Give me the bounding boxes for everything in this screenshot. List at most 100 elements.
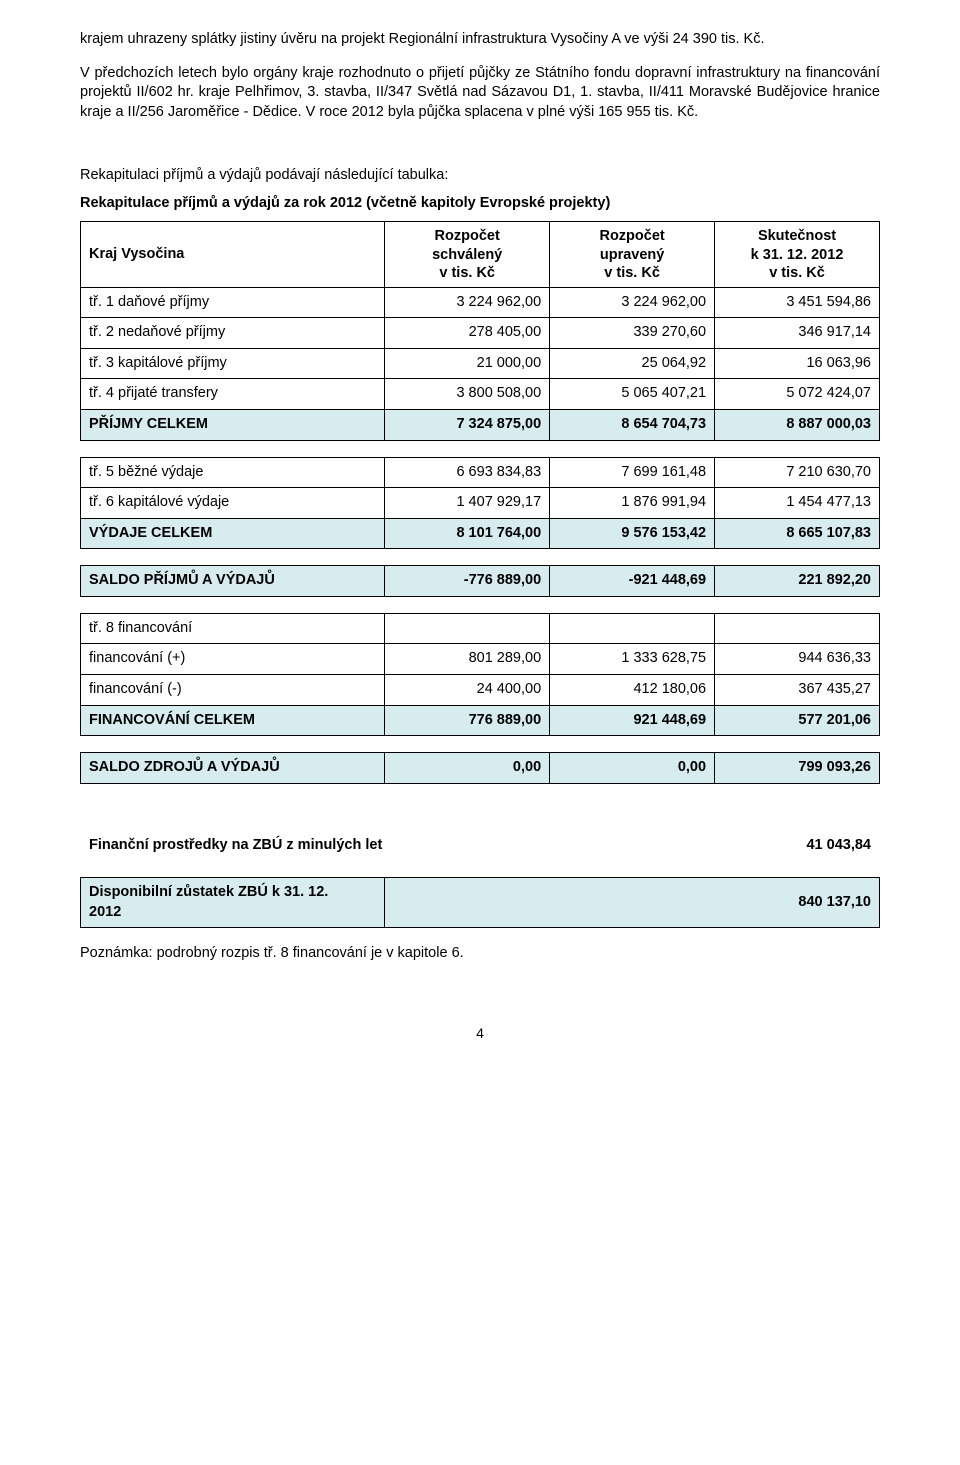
financing-total-label: FINANCOVÁNÍ CELKEM [81, 705, 385, 736]
expense-c3: 7 210 630,70 [715, 457, 880, 488]
financing-head-label: tř. 8 financování [81, 613, 385, 644]
financing-label: financování (-) [81, 674, 385, 705]
income-row: tř. 3 kapitálové příjmy21 000,0025 064,9… [81, 348, 880, 379]
expense-row: tř. 5 běžné výdaje6 693 834,837 699 161,… [81, 457, 880, 488]
col2-l3: v tis. Kč [604, 265, 660, 281]
zbu-prev-row: Finanční prostředky na ZBÚ z minulých le… [80, 830, 880, 862]
income-total-c3: 8 887 000,03 [715, 410, 880, 441]
saldo-zv-c1: 0,00 [385, 753, 550, 784]
income-row: tř. 4 přijaté transfery3 800 508,005 065… [81, 379, 880, 410]
expense-row: tř. 6 kapitálové výdaje1 407 929,171 876… [81, 488, 880, 519]
income-total-c1: 7 324 875,00 [385, 410, 550, 441]
saldo-zv-c2: 0,00 [550, 753, 715, 784]
income-c2: 25 064,92 [550, 348, 715, 379]
zbu-prev-value: 41 043,84 [740, 830, 880, 862]
income-c3: 16 063,96 [715, 348, 880, 379]
col2-l2: upravený [600, 247, 664, 263]
expense-c1: 1 407 929,17 [385, 488, 550, 519]
saldo-pv-table: SALDO PŘÍJMŮ A VÝDAJŮ -776 889,00 -921 4… [80, 565, 880, 597]
financing-total-c2: 921 448,69 [550, 705, 715, 736]
zbu-prev-label: Finanční prostředky na ZBÚ z minulých le… [80, 830, 740, 862]
expense-label: tř. 6 kapitálové výdaje [81, 488, 385, 519]
saldo-zv-row: SALDO ZDROJŮ A VÝDAJŮ 0,00 0,00 799 093,… [81, 753, 880, 784]
col-schvaleny: Rozpočet schválený v tis. Kč [385, 222, 550, 287]
income-c1: 3 224 962,00 [385, 287, 550, 318]
col1-l3: v tis. Kč [439, 265, 495, 281]
col3-l3: v tis. Kč [769, 265, 825, 281]
income-label: tř. 1 daňové příjmy [81, 287, 385, 318]
income-label: tř. 2 nedaňové příjmy [81, 318, 385, 349]
financing-table: tř. 8 financování financování (+)801 289… [80, 613, 880, 736]
zbu-avail-label-l1: Disponibilní zůstatek ZBÚ k 31. 12. [89, 884, 328, 900]
income-label: tř. 4 přijaté transfery [81, 379, 385, 410]
income-total-c2: 8 654 704,73 [550, 410, 715, 441]
zbu-avail-label-l2: 2012 [89, 904, 121, 920]
financing-c2: 1 333 628,75 [550, 644, 715, 675]
col2-l1: Rozpočet [599, 228, 664, 244]
saldo-pv-c1: -776 889,00 [385, 566, 550, 597]
col3-l1: Skutečnost [758, 228, 836, 244]
expense-label: tř. 5 běžné výdaje [81, 457, 385, 488]
col-upraveny: Rozpočet upravený v tis. Kč [550, 222, 715, 287]
saldo-zv-table: SALDO ZDROJŮ A VÝDAJŮ 0,00 0,00 799 093,… [80, 752, 880, 784]
page-number: 4 [80, 1024, 880, 1043]
income-c2: 339 270,60 [550, 318, 715, 349]
expense-total-label: VÝDAJE CELKEM [81, 518, 385, 549]
financing-total-row: FINANCOVÁNÍ CELKEM 776 889,00 921 448,69… [81, 705, 880, 736]
table-entity: Kraj Vysočina [81, 222, 385, 287]
financing-head-row: tř. 8 financování [81, 613, 880, 644]
financing-total-c1: 776 889,00 [385, 705, 550, 736]
col-skutecnost: Skutečnost k 31. 12. 2012 v tis. Kč [715, 222, 880, 287]
income-c1: 3 800 508,00 [385, 379, 550, 410]
zbu-avail-label: Disponibilní zůstatek ZBÚ k 31. 12. 2012 [81, 878, 385, 928]
expense-c1: 6 693 834,83 [385, 457, 550, 488]
income-c1: 278 405,00 [385, 318, 550, 349]
financing-label: financování (+) [81, 644, 385, 675]
income-row: tř. 2 nedaňové příjmy278 405,00339 270,6… [81, 318, 880, 349]
financing-c1: 801 289,00 [385, 644, 550, 675]
expense-total-c3: 8 665 107,83 [715, 518, 880, 549]
zbu-avail-table: Disponibilní zůstatek ZBÚ k 31. 12. 2012… [80, 877, 880, 928]
income-c3: 3 451 594,86 [715, 287, 880, 318]
saldo-pv-row: SALDO PŘÍJMŮ A VÝDAJŮ -776 889,00 -921 4… [81, 566, 880, 597]
col1-l1: Rozpočet [435, 228, 500, 244]
intro-paragraph-1: krajem uhrazeny splátky jistiny úvěru na… [80, 30, 880, 50]
financing-c2: 412 180,06 [550, 674, 715, 705]
financing-c3: 367 435,27 [715, 674, 880, 705]
intro-paragraph-2: V předchozích letech bylo orgány kraje r… [80, 64, 880, 123]
income-total-label: PŘÍJMY CELKEM [81, 410, 385, 441]
income-c1: 21 000,00 [385, 348, 550, 379]
income-c2: 3 224 962,00 [550, 287, 715, 318]
financing-c1: 24 400,00 [385, 674, 550, 705]
income-label: tř. 3 kapitálové příjmy [81, 348, 385, 379]
financing-head-c2 [550, 613, 715, 644]
financing-row: financování (-)24 400,00412 180,06367 43… [81, 674, 880, 705]
saldo-pv-label: SALDO PŘÍJMŮ A VÝDAJŮ [81, 566, 385, 597]
income-c3: 346 917,14 [715, 318, 880, 349]
income-c3: 5 072 424,07 [715, 379, 880, 410]
saldo-zv-c3: 799 093,26 [715, 753, 880, 784]
zbu-avail-value: 840 137,10 [384, 878, 879, 928]
recap-title: Rekapitulace příjmů a výdajů za rok 2012… [80, 194, 880, 214]
expense-c2: 1 876 991,94 [550, 488, 715, 519]
expense-c2: 7 699 161,48 [550, 457, 715, 488]
financing-head-c3 [715, 613, 880, 644]
expense-total-c2: 9 576 153,42 [550, 518, 715, 549]
income-total-row: PŘÍJMY CELKEM 7 324 875,00 8 654 704,73 … [81, 410, 880, 441]
expense-table: tř. 5 běžné výdaje6 693 834,837 699 161,… [80, 457, 880, 550]
expense-c3: 1 454 477,13 [715, 488, 880, 519]
income-table: Kraj Vysočina Rozpočet schválený v tis. … [80, 221, 880, 440]
income-c2: 5 065 407,21 [550, 379, 715, 410]
financing-row: financování (+)801 289,001 333 628,75944… [81, 644, 880, 675]
footer-note: Poznámka: podrobný rozpis tř. 8 financov… [80, 944, 880, 964]
col3-l2: k 31. 12. 2012 [751, 247, 844, 263]
financing-total-c3: 577 201,06 [715, 705, 880, 736]
recap-intro: Rekapitulaci příjmů a výdajů podávají ná… [80, 166, 880, 186]
expense-total-c1: 8 101 764,00 [385, 518, 550, 549]
saldo-zv-label: SALDO ZDROJŮ A VÝDAJŮ [81, 753, 385, 784]
financing-head-c1 [385, 613, 550, 644]
financing-c3: 944 636,33 [715, 644, 880, 675]
saldo-pv-c2: -921 448,69 [550, 566, 715, 597]
col1-l2: schválený [432, 247, 502, 263]
expense-total-row: VÝDAJE CELKEM 8 101 764,00 9 576 153,42 … [81, 518, 880, 549]
